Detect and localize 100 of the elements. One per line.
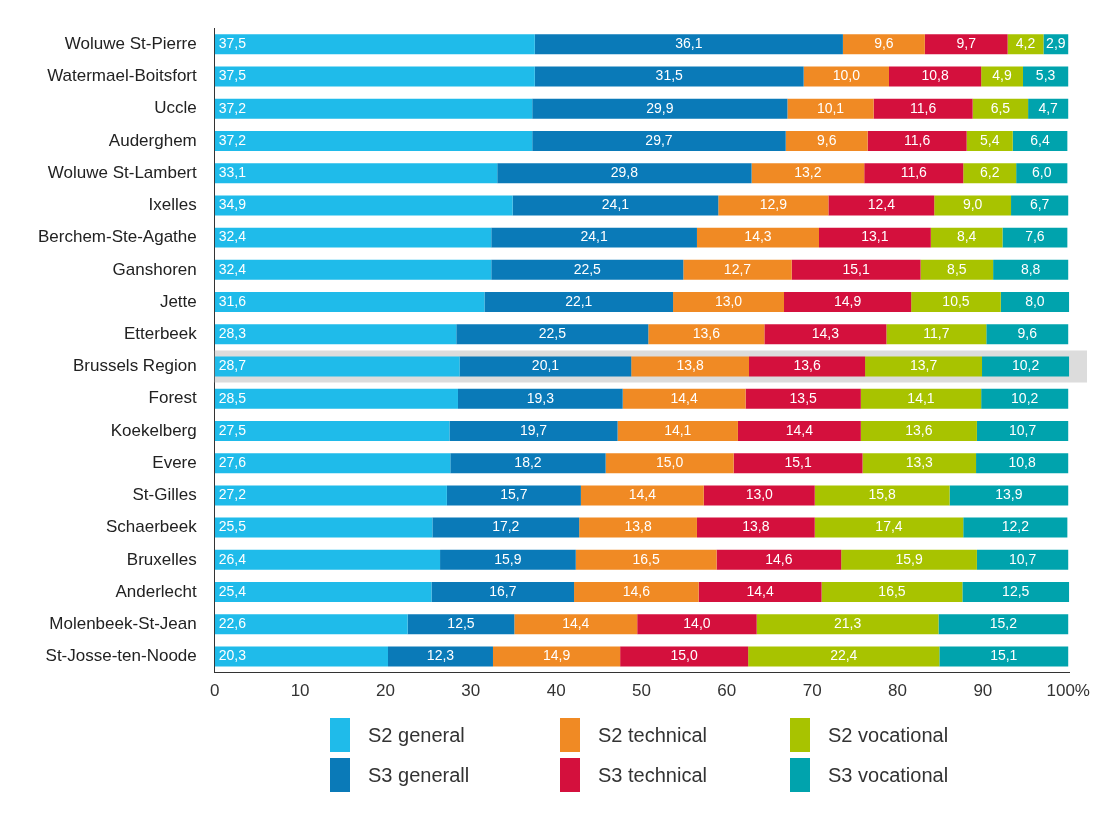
bar (492, 646, 621, 667)
x-tick-label: 40 (546, 681, 566, 701)
bar (214, 227, 492, 248)
bar (407, 614, 515, 635)
bar (963, 517, 1068, 538)
bar (696, 517, 815, 538)
bar (911, 292, 1001, 313)
data-label: 15,1 (842, 260, 870, 277)
bar (748, 646, 940, 667)
bar (214, 646, 388, 667)
data-label: 13,1 (861, 228, 889, 245)
bar (440, 549, 576, 570)
bar (214, 388, 458, 409)
legend-label: S3 technical (598, 763, 707, 787)
bar (764, 324, 887, 345)
bar (938, 614, 1069, 635)
bar (864, 163, 964, 184)
data-label: 13,8 (676, 357, 704, 374)
bar (814, 517, 964, 538)
data-label: 4,2 (1015, 35, 1036, 52)
data-label: 22,5 (573, 260, 602, 277)
data-label: 10,0 (832, 67, 861, 84)
x-tick-label: 70 (802, 681, 822, 701)
bar (484, 292, 674, 313)
data-label: 2,9 (1046, 35, 1066, 52)
bar (575, 549, 717, 570)
bar (214, 66, 535, 87)
bar (620, 646, 749, 667)
y-tick-label: Bruxelles (126, 549, 197, 569)
x-tick-label: 10 (290, 681, 310, 701)
bar (214, 517, 433, 538)
bar (785, 130, 868, 151)
y-tick-label: Etterbeek (123, 323, 198, 343)
y-tick-label: Auderghem (108, 130, 197, 150)
bar (459, 356, 632, 377)
bar (1028, 98, 1069, 119)
bar (512, 195, 719, 216)
data-label: 14,1 (907, 389, 935, 406)
data-label: 10,2 (1011, 389, 1039, 406)
bar (449, 420, 618, 441)
data-label: 20,3 (218, 647, 247, 664)
data-label: 19,3 (526, 389, 555, 406)
x-tick-label: 0 (210, 681, 220, 701)
bar (963, 163, 1017, 184)
data-label: 19,7 (519, 421, 548, 438)
data-label: 22,4 (830, 647, 858, 664)
y-tick-label: Anderlecht (115, 581, 198, 601)
data-label: 24,1 (580, 228, 608, 245)
y-tick-label: Woluwe St-Pierre (64, 34, 197, 53)
data-label: 10,8 (1008, 454, 1036, 471)
bar (791, 259, 921, 280)
data-label: 14,4 (562, 615, 590, 632)
data-label: 17,4 (875, 518, 903, 535)
data-label: 12,3 (426, 647, 455, 664)
data-label: 13,0 (714, 292, 743, 309)
data-label: 13,9 (995, 486, 1023, 503)
x-tick-label: 100% (1046, 681, 1090, 701)
data-label: 12,2 (1001, 518, 1030, 535)
bar (446, 485, 581, 506)
bar (214, 420, 450, 441)
bar (574, 582, 699, 603)
y-tick-label: Forest (148, 388, 198, 408)
bar (214, 292, 485, 313)
data-label: 5,4 (979, 131, 1000, 148)
data-label: 14,4 (670, 389, 698, 406)
data-label: 27,5 (218, 421, 247, 438)
data-label: 10,2 (1011, 357, 1040, 374)
bar (751, 163, 865, 184)
data-label: 20,1 (531, 357, 560, 374)
data-label: 13,0 (745, 486, 774, 503)
bar (920, 259, 994, 280)
x-tick-label: 80 (888, 681, 907, 701)
data-label: 28,3 (218, 325, 247, 342)
data-label: 9,7 (956, 35, 977, 52)
data-label: 14,3 (811, 325, 840, 342)
data-label: 36,1 (675, 35, 703, 52)
bar (698, 582, 822, 603)
bar (579, 517, 697, 538)
bar (976, 453, 1069, 474)
data-label: 6,5 (990, 99, 1011, 116)
data-label: 13,7 (909, 357, 938, 374)
y-tick-label: Koekelberg (110, 420, 197, 440)
data-label: 32,4 (218, 228, 247, 245)
data-label: 8,0 (1025, 292, 1045, 309)
data-label: 16,7 (489, 582, 517, 599)
bar (214, 98, 533, 119)
bar (828, 195, 935, 216)
bar (1000, 292, 1070, 313)
data-label: 15,8 (868, 486, 896, 503)
data-label: 16,5 (878, 582, 906, 599)
data-label: 31,6 (218, 292, 247, 309)
bar (673, 292, 785, 313)
data-label: 13,2 (794, 164, 822, 181)
y-tick-label: St-Josse-ten-Noode (45, 646, 197, 666)
data-label: 13,6 (905, 421, 933, 438)
bar (696, 227, 819, 248)
bar (605, 453, 734, 474)
x-tick-label: 90 (973, 681, 993, 701)
y-tick-label: Molenbeek-St-Jean (49, 613, 197, 633)
bar (214, 163, 498, 184)
